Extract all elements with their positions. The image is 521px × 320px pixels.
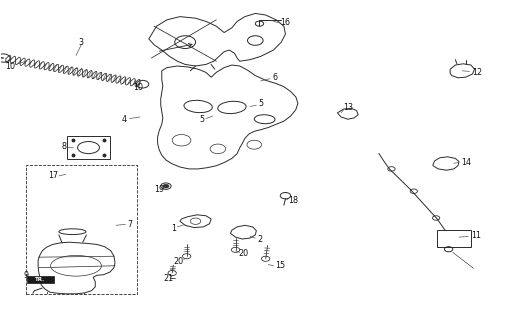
Text: 15: 15 xyxy=(275,261,286,270)
Text: 3: 3 xyxy=(79,38,84,47)
Text: 6: 6 xyxy=(272,73,278,82)
Text: 18: 18 xyxy=(288,196,297,205)
Text: 20: 20 xyxy=(173,257,183,266)
Text: 1: 1 xyxy=(171,224,176,233)
Bar xyxy=(437,230,471,247)
Text: 2: 2 xyxy=(257,235,262,244)
Text: 10: 10 xyxy=(133,83,143,92)
Text: 4: 4 xyxy=(122,115,127,124)
Text: 11: 11 xyxy=(471,231,481,240)
Text: TR.: TR. xyxy=(35,277,45,282)
Bar xyxy=(26,165,138,294)
Text: 12: 12 xyxy=(473,68,483,77)
Text: 21: 21 xyxy=(163,274,173,283)
Bar xyxy=(27,276,54,283)
Text: 13: 13 xyxy=(343,103,353,112)
Text: 8: 8 xyxy=(61,142,67,151)
Text: 20: 20 xyxy=(239,249,249,258)
Text: 14: 14 xyxy=(461,158,471,167)
Text: 5: 5 xyxy=(200,115,205,124)
Text: 19: 19 xyxy=(154,185,164,194)
Text: 9: 9 xyxy=(23,271,28,280)
Text: 7: 7 xyxy=(127,220,132,229)
Text: 5: 5 xyxy=(258,99,263,108)
Text: 10: 10 xyxy=(5,61,15,70)
Text: 17: 17 xyxy=(48,171,59,180)
Text: 16: 16 xyxy=(280,19,290,28)
Circle shape xyxy=(163,184,169,188)
